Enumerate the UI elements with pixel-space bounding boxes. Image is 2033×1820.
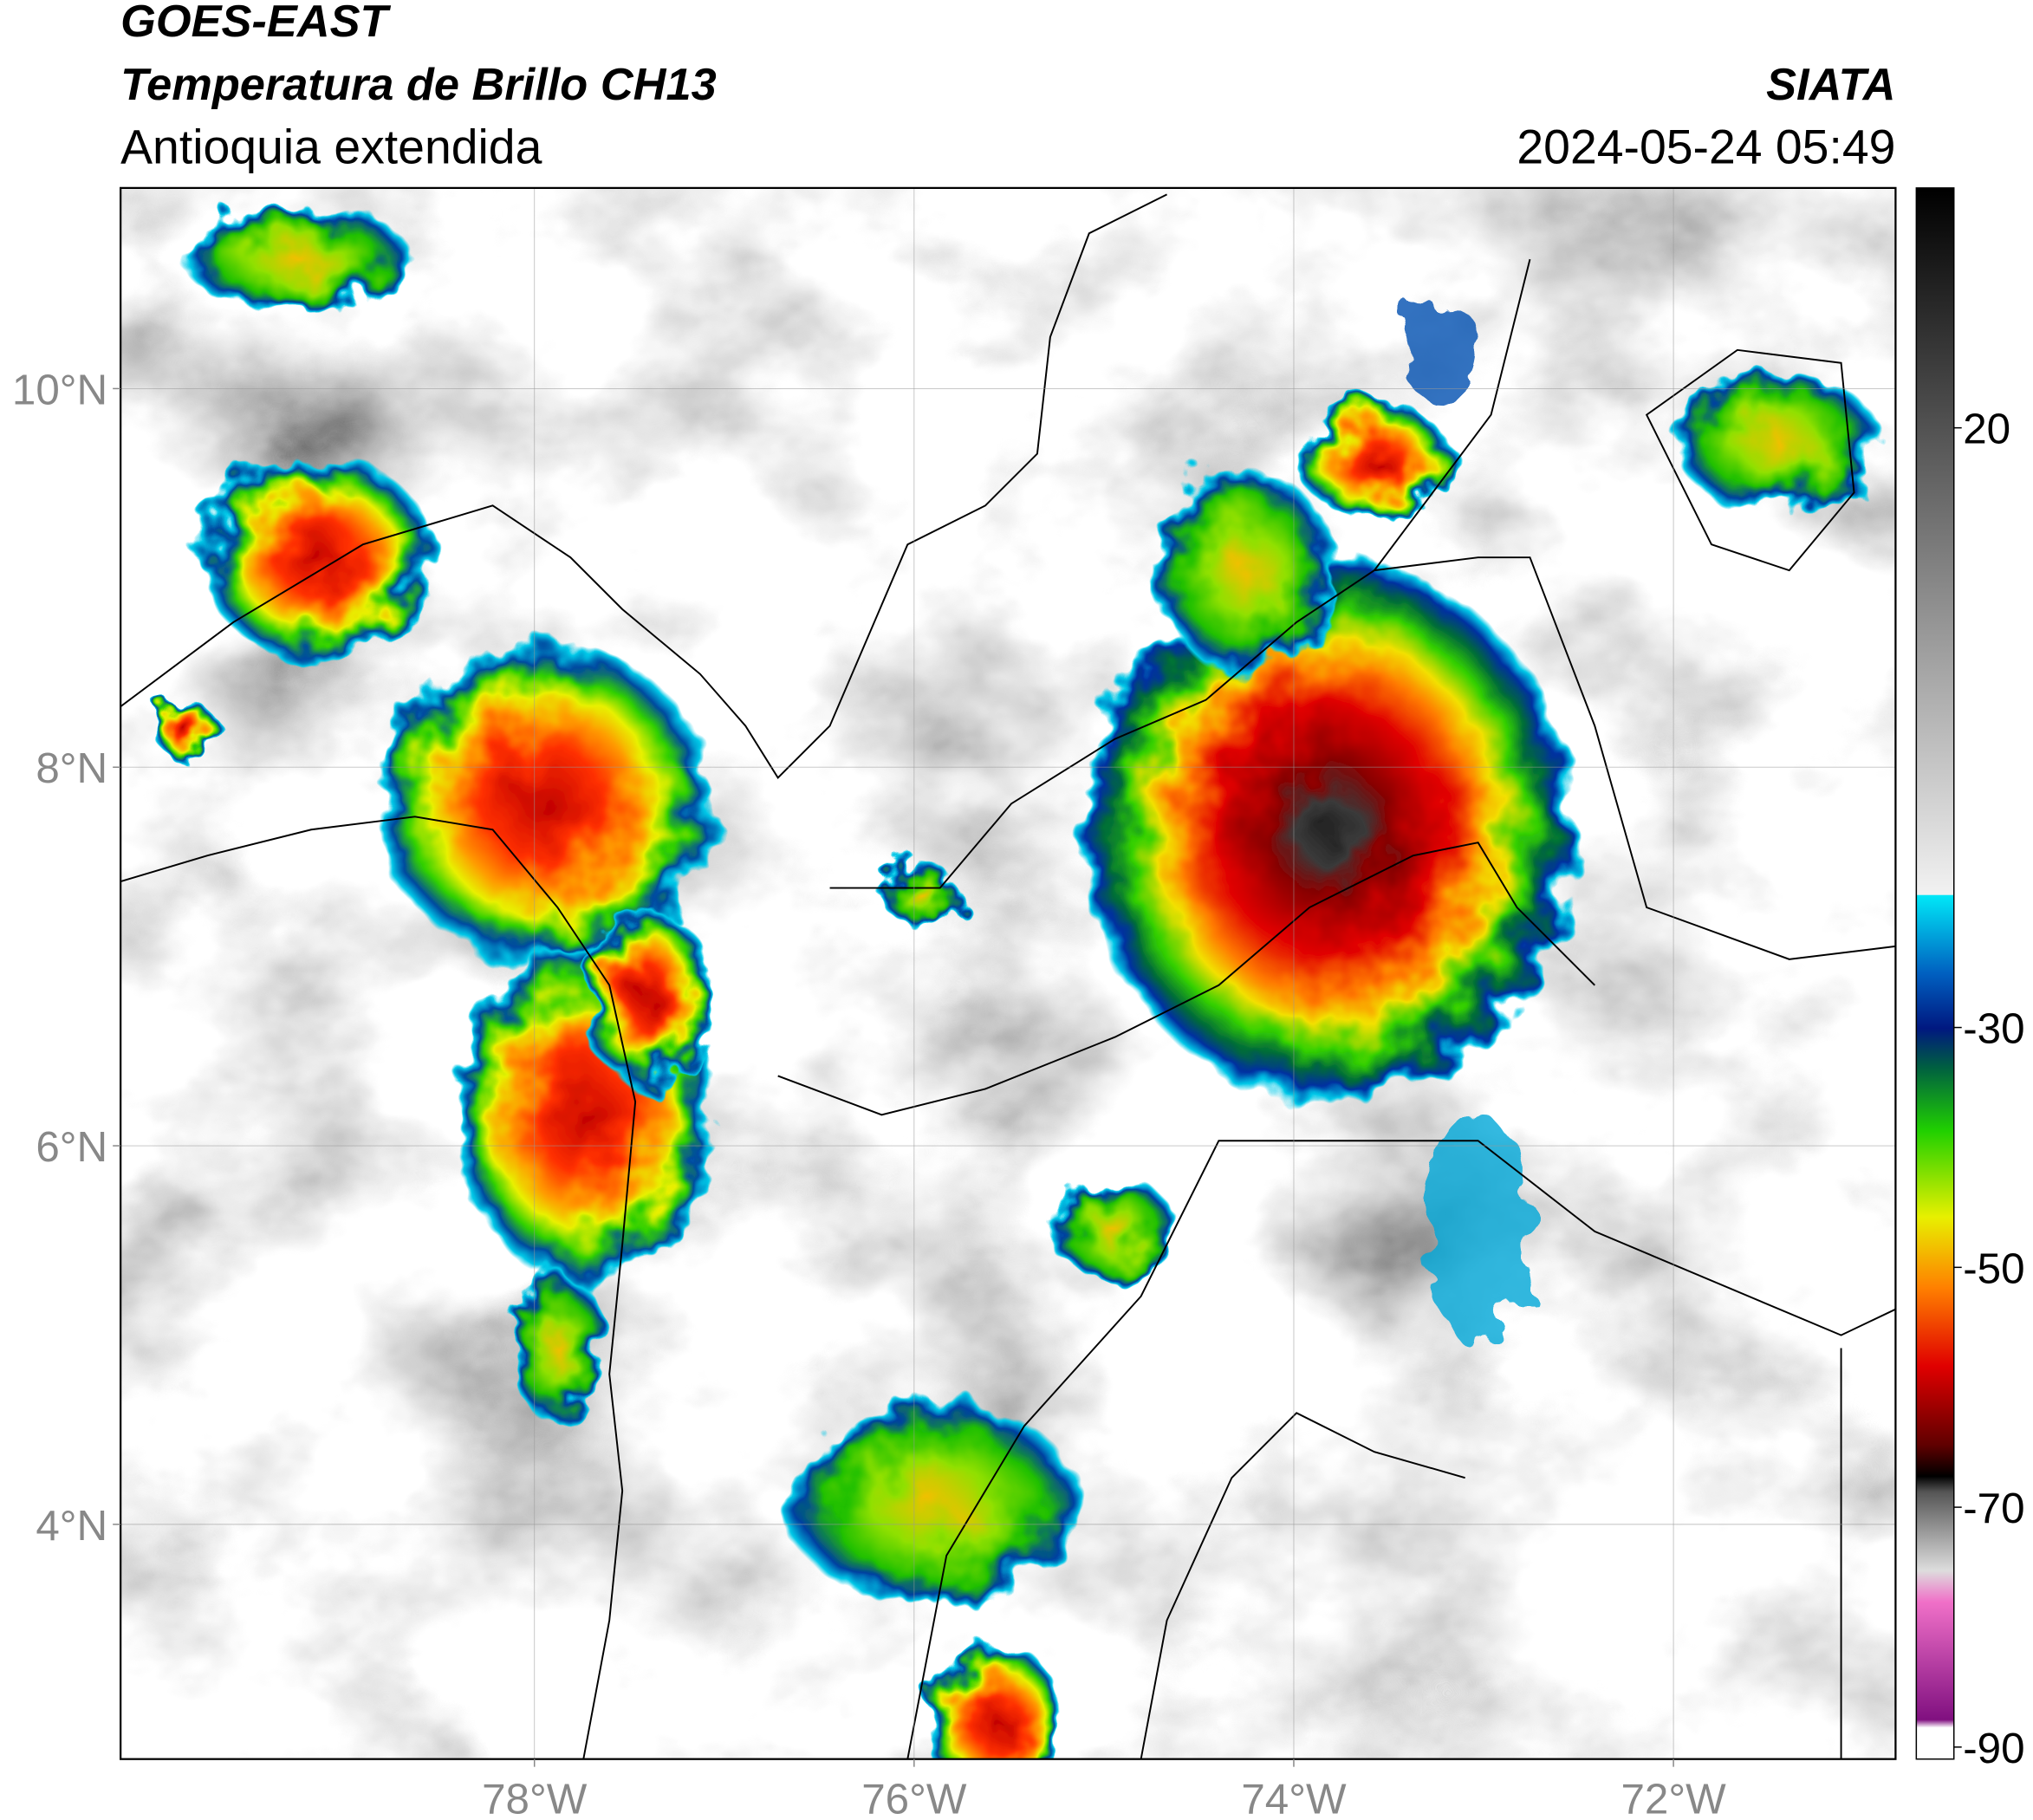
region: Antioquia extendida [120,120,542,173]
storm-cell [375,641,713,966]
storm-cell [1400,298,1478,402]
map-frame [120,186,1897,1760]
storm-cell [155,704,221,761]
map-image [120,187,1896,1759]
y-tick-label: 4°N [36,1502,107,1550]
y-tick-label: 10°N [12,366,107,413]
storm-cell [200,453,435,661]
y-tick-label: 6°N [36,1123,107,1171]
y-tick-label: 8°N [36,744,107,792]
storm-cell [1082,557,1575,1102]
storm-cell [511,1270,603,1427]
storm-cell [1049,1180,1180,1284]
colorbar-tick-label: -50 [1963,1245,2024,1292]
storm-cell [1426,1115,1530,1349]
satellite: GOES-EAST [120,0,391,47]
storm-cell [1296,401,1452,519]
colorbar-tick-label: 20 [1963,406,2010,453]
storm-cell [926,1646,1070,1759]
grid [120,187,1896,1759]
storms [155,207,1880,1759]
borders [120,193,1896,1759]
storm-cell [881,861,960,927]
storm-cell [181,207,415,311]
source: SIATA [1766,60,1895,110]
x-tick-label: 78°W [482,1776,588,1820]
x-tick-label: 76°W [861,1776,967,1820]
colorbar [1915,187,1955,1760]
colorbar-tick-label: -90 [1963,1725,2024,1772]
storm-cell [1153,466,1336,674]
x-tick-label: 72°W [1621,1776,1726,1820]
colorbar-tick-label: -30 [1963,1005,2024,1053]
colorbar-tick-label: -70 [1963,1485,2024,1532]
product: Temperatura de Brillo CH13 [120,60,717,110]
storm-cell [583,907,713,1089]
storm-cell [784,1400,1083,1608]
datetime: 2024-05-24 05:49 [1517,120,1895,173]
x-tick-label: 74°W [1241,1776,1347,1820]
storm-cell [1673,369,1880,512]
